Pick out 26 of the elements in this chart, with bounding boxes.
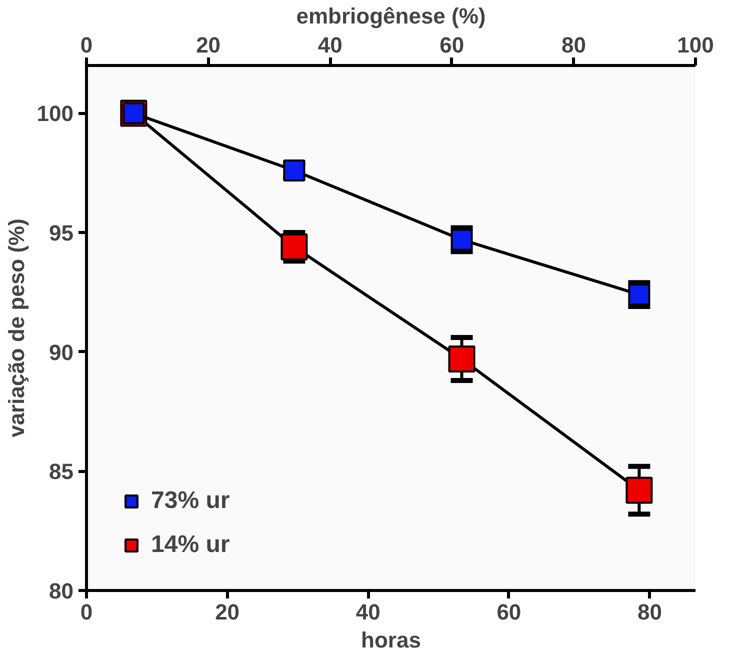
x2-tick-label: 20: [196, 32, 221, 58]
x2-tick-label: 60: [440, 32, 464, 58]
y-axis-title: variação de peso (%): [4, 218, 29, 438]
x2-tick-label: 0: [80, 32, 93, 58]
legend-label: 14% ur: [151, 531, 230, 559]
x2-tick-label: 80: [561, 32, 586, 58]
point: [283, 160, 306, 182]
y-tick-label: 85: [49, 459, 74, 484]
x2-axis-title: embriogênese (%): [296, 4, 486, 28]
x-tick-label: 60: [496, 600, 522, 624]
x-tick-label: 20: [215, 600, 240, 624]
point: [628, 284, 650, 306]
x2-tick-label: 100: [677, 32, 714, 58]
x2-tick-label: 40: [318, 32, 342, 58]
x-axis-title: horas: [361, 628, 421, 652]
x-tick-label: 40: [356, 600, 380, 624]
x-tick-label: 80: [638, 600, 662, 624]
x-tick-label: 0: [80, 600, 93, 624]
point: [626, 476, 653, 504]
y-tick-label: 100: [36, 101, 74, 126]
y-tick-label: 80: [49, 578, 74, 604]
y-tick-label: 95: [49, 220, 74, 246]
y-tick-label: 90: [49, 340, 74, 365]
point: [448, 346, 476, 373]
legend-label: 73% ur: [151, 487, 230, 515]
point: [450, 228, 473, 251]
